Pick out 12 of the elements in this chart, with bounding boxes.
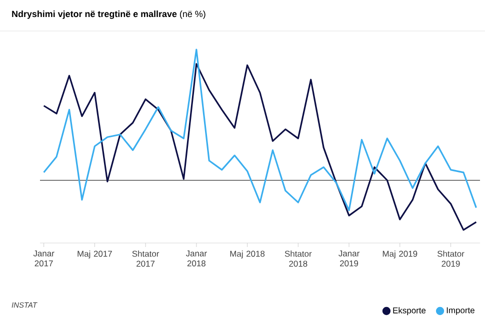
chart-title: Ndryshimi vjetor në tregtinë e mallrave (në %) [12,10,206,19]
legend-label: Importe [446,307,474,315]
x-tick-label: Maj 2019 [382,250,418,258]
x-tick-label: Shtator 2017 [132,250,160,267]
x-tick-label: Maj 2017 [78,250,112,258]
x-tick-label: Maj 2018 [230,250,265,258]
legend-label: Eksporte [393,307,426,316]
x-tick-label: Janar 2017 [33,250,54,266]
x-tick-label: Janar 2018 [186,250,207,266]
x-tick-label: Janar 2019 [338,250,360,266]
x-tick-label: Shtator 2018 [284,250,312,267]
x-tick-label: Shtator 2019 [437,250,464,267]
